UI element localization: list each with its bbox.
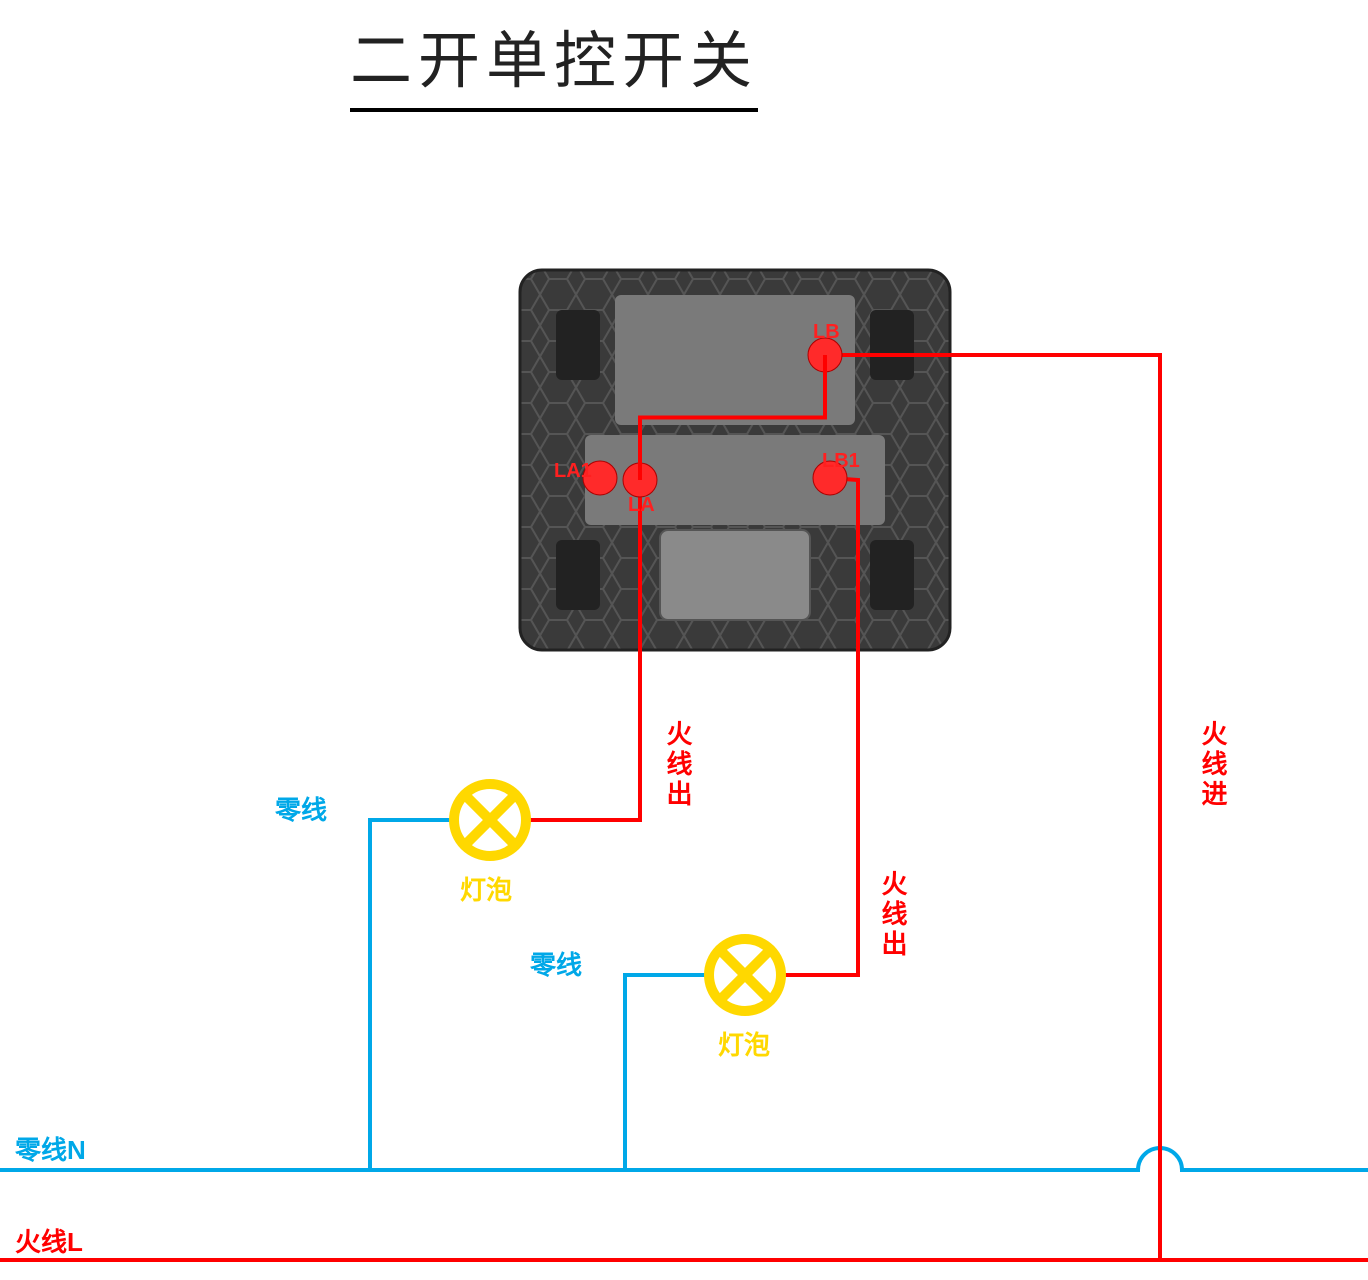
- label-neutral-bus: 零线N: [15, 1130, 86, 1167]
- label-fire-out-2: 火线出: [875, 870, 912, 960]
- label-fire-out-1: 火线出: [660, 720, 697, 810]
- terminal-label-lb: LB: [813, 321, 840, 344]
- terminal-label-la1: LA1: [554, 460, 592, 483]
- label-fire-in: 火线进: [1195, 720, 1232, 810]
- terminal-label-lb1: LB1: [822, 450, 860, 473]
- label-live-bus: 火线L: [15, 1222, 83, 1259]
- label-neutral-1: 零线: [275, 790, 327, 827]
- label-neutral-2: 零线: [530, 945, 582, 982]
- terminal-label-la: LA: [628, 494, 655, 517]
- label-bulb-2: 灯泡: [718, 1025, 770, 1062]
- wiring-diagram-canvas: [0, 0, 1368, 1280]
- label-bulb-1: 灯泡: [460, 870, 512, 907]
- diagram-title: 二开单控开关: [350, 10, 758, 112]
